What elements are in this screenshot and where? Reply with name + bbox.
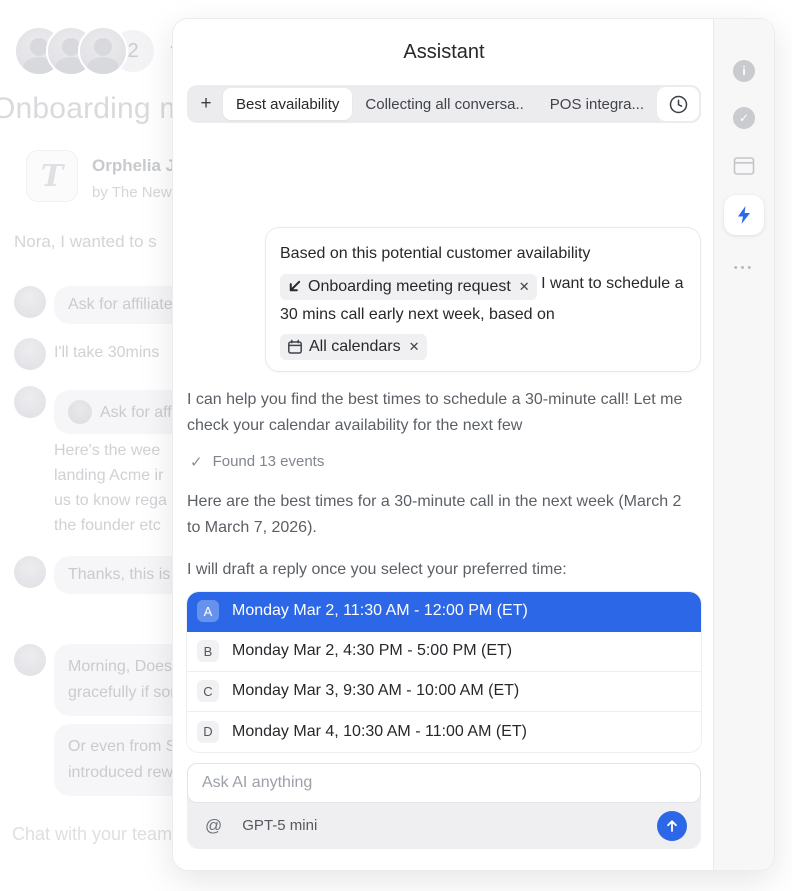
tool-status-row: ✓ Found 13 events <box>187 453 701 471</box>
avatar <box>14 286 46 318</box>
avatar <box>68 400 92 424</box>
option-key-badge: B <box>197 640 219 662</box>
arrow-up-icon <box>667 819 677 832</box>
option-label: Monday Mar 3, 9:30 AM - 10:00 AM (ET) <box>232 682 520 699</box>
user-message-text: I want to schedule a 30 mins call early … <box>280 275 684 323</box>
email-body-line: Nora, I wanted to s <box>14 232 157 251</box>
chat-message: I'll take 30mins <box>14 338 159 370</box>
option-key-badge: C <box>197 680 219 702</box>
thread-participants: 2 <box>14 26 188 76</box>
email-sender-row: T Orphelia Jo by The New <box>26 150 186 202</box>
assistant-summary-text: Here are the best times for a 30-minute … <box>187 492 682 536</box>
tab-pos-integration[interactable]: POS integra... <box>549 95 645 113</box>
remove-icon[interactable]: ✕ <box>408 338 420 354</box>
lightning-bolt-icon <box>738 206 750 224</box>
option-label: Monday Mar 4, 10:30 AM - 11:00 AM (ET) <box>232 722 527 740</box>
status-label: Found 13 events <box>212 453 325 470</box>
sender-name: Orphelia Jo <box>92 156 186 175</box>
info-icon: i <box>733 60 755 82</box>
sender-logo: T <box>26 150 78 202</box>
avatar <box>14 644 46 676</box>
message-text: I'll take 30mins <box>54 344 160 361</box>
assistant-prompt-text: I will draft a reply once you select you… <box>187 560 567 578</box>
check-icon: ✓ <box>190 453 203 471</box>
time-option-d[interactable]: D Monday Mar 4, 10:30 AM - 11:00 AM (ET) <box>187 711 701 752</box>
calendars-chip[interactable]: All calendars ✕ <box>280 333 427 360</box>
option-key-badge: A <box>197 600 219 622</box>
option-label: Monday Mar 2, 4:30 PM - 5:00 PM (ET) <box>232 642 513 659</box>
thread-reference-chip[interactable]: Onboarding meeting request ✕ <box>280 273 537 300</box>
calendar-card-icon <box>733 157 755 175</box>
ai-assistant-button[interactable] <box>724 195 764 235</box>
panel-title: Assistant <box>403 41 485 63</box>
info-button[interactable]: i <box>733 60 755 82</box>
user-message-text: Based on this potential customer availab… <box>280 245 591 262</box>
history-button[interactable] <box>657 87 700 121</box>
arrow-down-left-icon <box>289 280 301 292</box>
right-icon-rail: i ✓ ••• <box>713 19 774 870</box>
message-paragraph: Here's the wee landing Acme ir us to kno… <box>54 442 167 534</box>
assistant-panel: Assistant + Best availability Collecting… <box>172 18 775 871</box>
assistant-tabbar: + Best availability Collecting all conve… <box>187 85 701 123</box>
mention-icon[interactable]: @ <box>205 815 223 835</box>
tab-collecting-conversations[interactable]: Collecting all conversa.. <box>365 95 524 113</box>
time-option-c[interactable]: C Monday Mar 3, 9:30 AM - 10:00 AM (ET) <box>187 671 701 712</box>
check-circle-icon: ✓ <box>733 107 755 129</box>
new-chat-button[interactable]: + <box>200 93 212 114</box>
clock-icon <box>669 95 687 113</box>
more-icon[interactable]: ••• <box>733 262 755 274</box>
ai-composer: @ GPT-5 mini <box>187 762 701 849</box>
tab-best-availability[interactable]: Best availability <box>223 88 353 120</box>
remove-icon[interactable]: ✕ <box>518 278 530 294</box>
background-chat-input-placeholder: Chat with your team <box>12 824 173 844</box>
chip-label: All calendars <box>309 337 401 355</box>
option-label: Monday Mar 2, 11:30 AM - 12:00 PM (ET) <box>232 602 528 619</box>
quoted-text: Ask for affil <box>100 404 179 421</box>
time-options-list: A Monday Mar 2, 11:30 AM - 12:00 PM (ET)… <box>187 591 701 752</box>
assistant-content: Assistant + Best availability Collecting… <box>173 19 715 870</box>
time-option-b[interactable]: B Monday Mar 2, 4:30 PM - 5:00 PM (ET) <box>187 631 701 672</box>
avatar <box>14 556 46 588</box>
avatar <box>14 386 46 418</box>
sender-subtitle: by The New <box>92 184 172 201</box>
option-key-badge: D <box>197 720 219 743</box>
avatar <box>78 26 128 76</box>
time-option-a[interactable]: A Monday Mar 2, 11:30 AM - 12:00 PM (ET) <box>187 591 701 632</box>
model-selector[interactable]: GPT-5 mini <box>242 817 318 834</box>
calendar-icon <box>288 339 302 354</box>
user-message-card: Based on this potential customer availab… <box>265 227 701 372</box>
user-message-wrap: Based on this potential customer availab… <box>187 227 701 372</box>
ask-ai-input[interactable] <box>187 762 701 803</box>
avatar <box>14 338 46 370</box>
tasks-button[interactable]: ✓ <box>733 107 755 129</box>
assistant-reply-text: I can help you find the best times to sc… <box>187 390 683 434</box>
calendar-panel-button[interactable] <box>733 156 755 181</box>
chip-label: Onboarding meeting request <box>308 277 511 295</box>
composer-footer: @ GPT-5 mini <box>187 803 701 849</box>
send-button[interactable] <box>657 810 687 841</box>
